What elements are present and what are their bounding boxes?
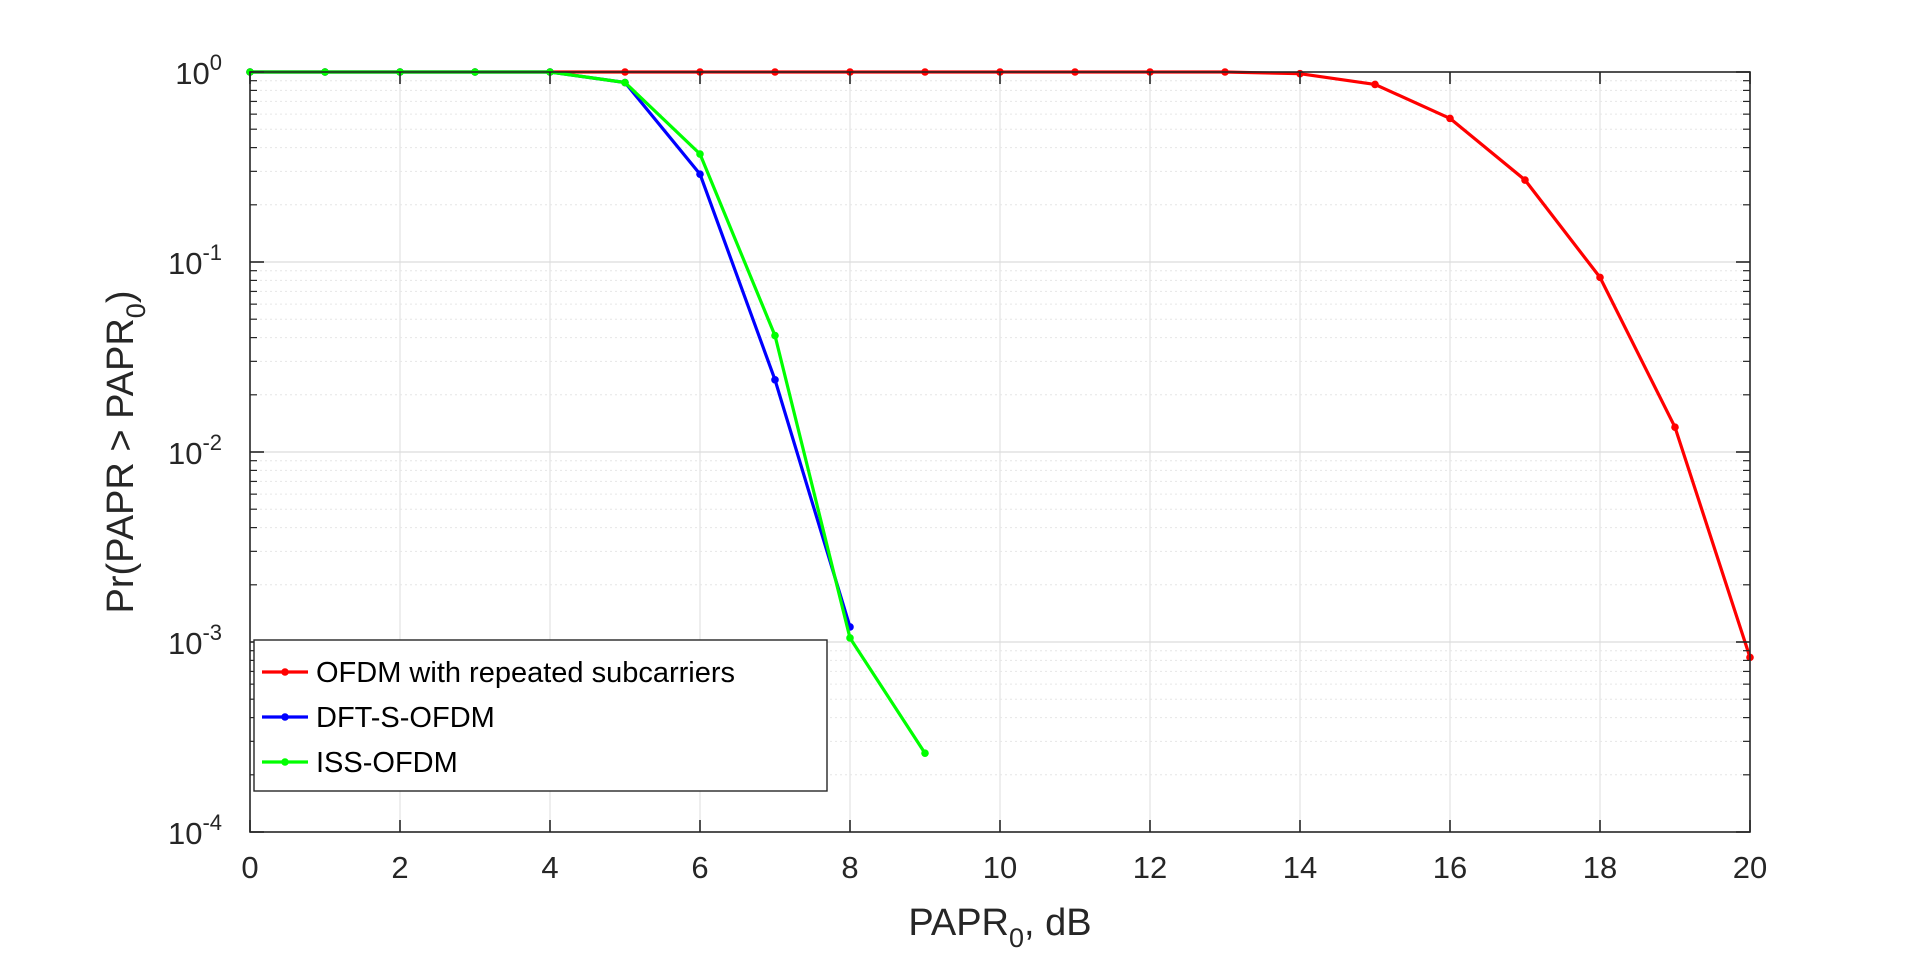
x-tick-labels: 0 2 4 6 8 10 12 14 16 18 20: [241, 850, 1767, 885]
x-tick-label: 6: [691, 850, 708, 885]
y-axis-title: Pr(PAPR > PAPR0): [100, 291, 151, 614]
grid-lines: [250, 72, 1750, 832]
x-tick-label: 0: [241, 850, 258, 885]
x-tick-label: 2: [391, 850, 408, 885]
y-tick-labels: 100 10-1 10-2 10-3 10-4: [168, 50, 222, 851]
y-tick-label: 10-4: [168, 810, 222, 851]
data-point: [1521, 176, 1529, 184]
x-tick-label: 4: [541, 850, 558, 885]
data-point: [921, 749, 929, 757]
legend-marker: [281, 758, 289, 766]
y-tick-label: 10-3: [168, 620, 222, 661]
x-tick-label: 16: [1433, 850, 1467, 885]
legend-label: DFT-S-OFDM: [316, 702, 495, 734]
legend-box: [253, 639, 828, 792]
legend-marker: [281, 668, 289, 676]
y-tick-label: 10-1: [168, 240, 222, 281]
x-tick-label: 14: [1283, 850, 1317, 885]
data-point: [1371, 80, 1379, 89]
x-tick-label: 10: [983, 850, 1017, 885]
x-axis-title: PAPR0, dB: [908, 902, 1091, 953]
data-point: [771, 375, 779, 384]
data-point: [696, 170, 704, 178]
legend-label: OFDM with repeated subcarriers: [316, 657, 735, 689]
x-tick-label: 12: [1133, 850, 1167, 885]
legend-marker: [281, 713, 289, 721]
data-point: [1671, 423, 1679, 432]
legend: OFDM with repeated subcarriers DFT-S-OFDM…: [253, 639, 828, 792]
x-tick-label: 8: [841, 850, 858, 885]
legend-label: ISS-OFDM: [316, 747, 458, 779]
data-point: [621, 78, 629, 87]
data-point: [846, 634, 854, 642]
data-point: [771, 331, 779, 340]
data-point: [696, 150, 704, 158]
data-point: [1446, 114, 1454, 123]
x-tick-label: 18: [1583, 850, 1617, 885]
y-tick-label: 10-2: [168, 430, 222, 471]
y-tick-label: 100: [175, 50, 222, 91]
data-point: [1596, 273, 1604, 282]
x-tick-label: 20: [1733, 850, 1767, 885]
